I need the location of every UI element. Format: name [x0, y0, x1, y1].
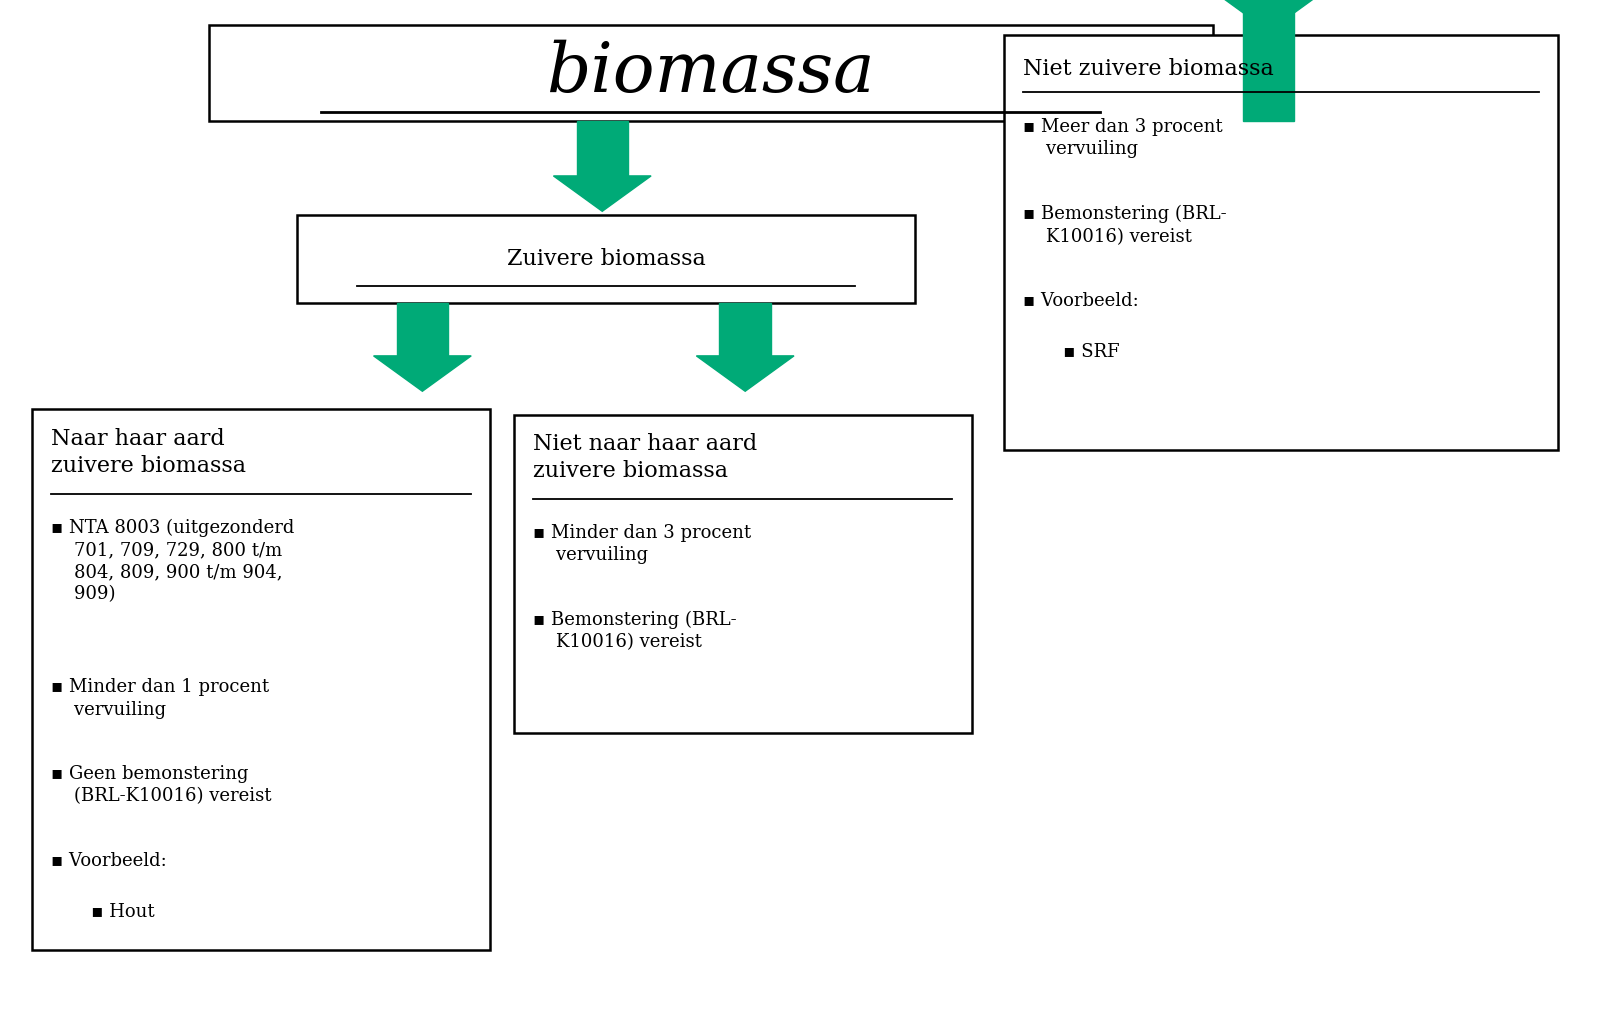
- Text: ▪ Voorbeeld:: ▪ Voorbeeld:: [1022, 292, 1138, 310]
- Text: ▪ Bemonstering (BRL-
    K10016) vereist: ▪ Bemonstering (BRL- K10016) vereist: [1022, 205, 1226, 246]
- Bar: [209, 25, 1212, 121]
- Text: Niet zuivere biomassa: Niet zuivere biomassa: [1022, 58, 1273, 80]
- Bar: [32, 409, 490, 950]
- Bar: [514, 415, 971, 733]
- Text: ▪ SRF: ▪ SRF: [1022, 343, 1119, 361]
- Polygon shape: [1220, 0, 1316, 31]
- Polygon shape: [554, 176, 650, 211]
- Text: ▪ Minder dan 1 procent
    vervuiling: ▪ Minder dan 1 procent vervuiling: [51, 678, 270, 719]
- Polygon shape: [719, 303, 770, 356]
- Text: Zuivere biomassa: Zuivere biomassa: [507, 249, 705, 270]
- Text: ▪ Minder dan 3 procent
    vervuiling: ▪ Minder dan 3 procent vervuiling: [533, 524, 751, 564]
- Polygon shape: [576, 121, 628, 176]
- Text: ▪ Geen bemonstering
    (BRL-K10016) vereist: ▪ Geen bemonstering (BRL-K10016) vereist: [51, 765, 271, 806]
- Text: Niet naar haar aard
zuivere biomassa: Niet naar haar aard zuivere biomassa: [533, 433, 758, 482]
- Polygon shape: [374, 356, 470, 391]
- Text: ▪ Bemonstering (BRL-
    K10016) vereist: ▪ Bemonstering (BRL- K10016) vereist: [533, 611, 737, 651]
- Bar: [1003, 35, 1557, 450]
- Text: ▪ Voorbeeld:: ▪ Voorbeeld:: [51, 852, 167, 870]
- Polygon shape: [697, 356, 793, 391]
- Text: Naar haar aard
zuivere biomassa: Naar haar aard zuivere biomassa: [51, 428, 246, 477]
- Text: ▪ Meer dan 3 procent
    vervuiling: ▪ Meer dan 3 procent vervuiling: [1022, 118, 1221, 159]
- Text: ▪ Hout: ▪ Hout: [51, 903, 156, 921]
- Text: ▪ NTA 8003 (uitgezonderd
    701, 709, 729, 800 t/m
    804, 809, 900 t/m 904,
 : ▪ NTA 8003 (uitgezonderd 701, 709, 729, …: [51, 519, 295, 604]
- Bar: [297, 215, 915, 303]
- Polygon shape: [1242, 0, 1294, 121]
- Polygon shape: [396, 303, 448, 356]
- Text: biomassa: biomassa: [546, 39, 875, 107]
